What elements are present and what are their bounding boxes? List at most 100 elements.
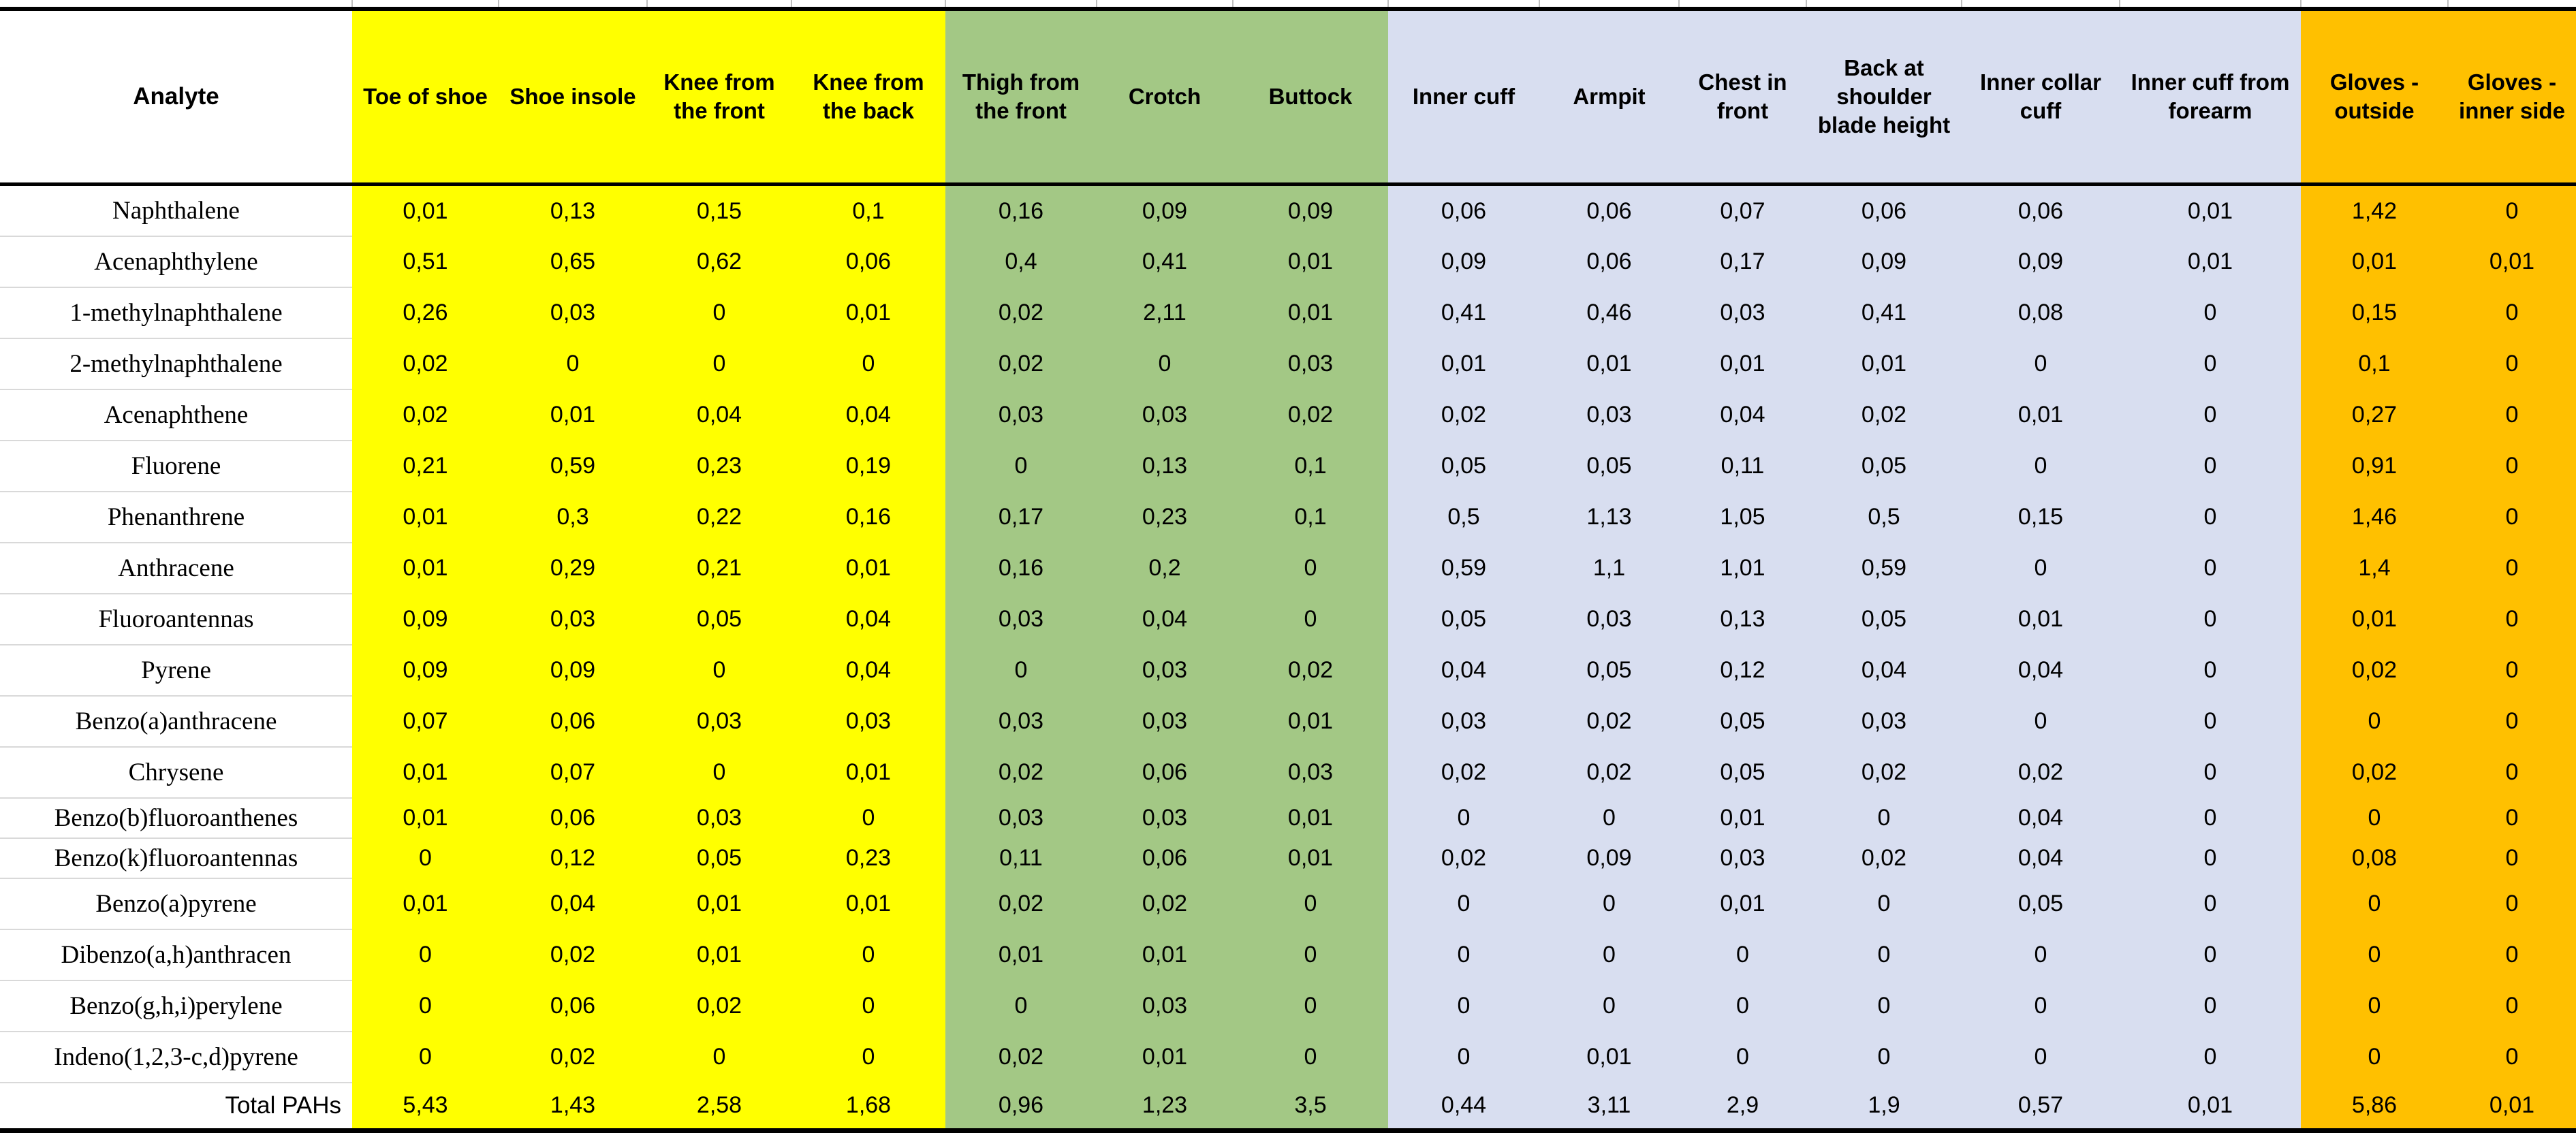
value-cell: 0,12 xyxy=(499,838,647,878)
value-cell: 0,03 xyxy=(1097,980,1233,1032)
value-cell: 0,09 xyxy=(1962,236,2120,287)
value-cell: 0,01 xyxy=(945,929,1097,980)
value-cell: 0 xyxy=(1962,338,2120,389)
value-cell: 0 xyxy=(2448,696,2576,747)
value-cell: 0,59 xyxy=(499,441,647,492)
value-cell: 0,01 xyxy=(1679,798,1806,838)
header-row: Analyte Toe of shoe Shoe insole Knee from t… xyxy=(0,9,2576,185)
value-cell: 0,02 xyxy=(499,929,647,980)
value-cell: 0,02 xyxy=(945,287,1097,338)
value-cell: 0,13 xyxy=(1097,441,1233,492)
analyte-cell: Indeno(1,2,3-c,d)pyrene xyxy=(0,1032,352,1083)
value-cell: 0,01 xyxy=(791,287,945,338)
value-cell: 0,02 xyxy=(647,980,791,1032)
value-cell: 0,91 xyxy=(2301,441,2448,492)
value-cell: 1,05 xyxy=(1679,492,1806,543)
value-cell: 0,01 xyxy=(1539,338,1679,389)
value-cell: 0,09 xyxy=(1539,838,1679,878)
value-cell: 0,03 xyxy=(1679,838,1806,878)
analyte-cell: 2-methylnaphthalene xyxy=(0,338,352,390)
value-cell: 0 xyxy=(2448,441,2576,492)
value-cell: 0 xyxy=(2120,798,2301,838)
total-value-cell: 3,11 xyxy=(1539,1083,1679,1131)
value-cell: 0,17 xyxy=(1679,236,1806,287)
total-value-cell: 2,9 xyxy=(1679,1083,1806,1131)
value-cell: 0,04 xyxy=(1097,594,1233,645)
value-cell: 0,04 xyxy=(791,645,945,696)
table-header: Analyte Toe of shoe Shoe insole Knee from t… xyxy=(0,9,2576,185)
value-cell: 0,02 xyxy=(1233,389,1388,441)
value-cell: 0 xyxy=(1962,696,2120,747)
value-cell: 0,09 xyxy=(1233,184,1388,236)
value-cell: 0,09 xyxy=(352,594,499,645)
value-cell: 0,21 xyxy=(647,543,791,594)
value-cell: 0,22 xyxy=(647,492,791,543)
value-cell: 0,05 xyxy=(1679,696,1806,747)
value-cell: 0,51 xyxy=(352,236,499,287)
value-cell: 0,1 xyxy=(2301,338,2448,389)
value-cell: 0,27 xyxy=(2301,389,2448,441)
value-cell: 0 xyxy=(1806,878,1962,929)
value-cell: 0,03 xyxy=(791,696,945,747)
value-cell: 0,02 xyxy=(1539,696,1679,747)
value-cell: 0,04 xyxy=(1806,645,1962,696)
value-cell: 0,3 xyxy=(499,492,647,543)
value-cell: 1,4 xyxy=(2301,543,2448,594)
value-cell: 0,01 xyxy=(2120,236,2301,287)
column-header: Armpit xyxy=(1539,9,1679,185)
value-cell: 0,4 xyxy=(945,236,1097,287)
value-cell: 0,41 xyxy=(1097,236,1233,287)
analyte-cell: 1-methylnaphthalene xyxy=(0,287,352,339)
value-cell: 0 xyxy=(791,929,945,980)
column-header: Crotch xyxy=(1097,9,1233,185)
gridline-tick xyxy=(791,0,792,7)
value-cell: 0,16 xyxy=(945,543,1097,594)
value-cell: 0,01 xyxy=(1962,389,2120,441)
value-cell: 0,17 xyxy=(945,492,1097,543)
total-value-cell: 1,9 xyxy=(1806,1083,1962,1131)
value-cell: 0,06 xyxy=(1806,184,1962,236)
total-value-cell: 0,96 xyxy=(945,1083,1097,1131)
table-body: Naphthalene 0,01 0,13 0,15 0,1 0,16 0,09 0,09 0,… xyxy=(0,184,2576,1131)
value-cell: 0,05 xyxy=(1388,594,1539,645)
value-cell: 0 xyxy=(2448,878,2576,929)
value-cell: 1,13 xyxy=(1539,492,1679,543)
value-cell: 0,07 xyxy=(499,747,647,798)
value-cell: 0,01 xyxy=(352,184,499,236)
value-cell: 0,62 xyxy=(647,236,791,287)
value-cell: 0,06 xyxy=(499,696,647,747)
value-cell: 0,05 xyxy=(1539,441,1679,492)
total-value-cell: 0,57 xyxy=(1962,1083,2120,1131)
value-cell: 0,26 xyxy=(352,287,499,338)
value-cell: 0,41 xyxy=(1388,287,1539,338)
value-cell: 0,01 xyxy=(791,543,945,594)
value-cell: 0 xyxy=(2448,838,2576,878)
value-cell: 0 xyxy=(647,747,791,798)
gridline-ticks xyxy=(0,0,2576,7)
value-cell: 0,03 xyxy=(1233,747,1388,798)
value-cell: 0,01 xyxy=(499,389,647,441)
column-header: Toe of shoe xyxy=(352,9,499,185)
value-cell: 0,03 xyxy=(1097,798,1233,838)
table-row: Anthracene 0,01 0,29 0,21 0,01 0,16 0,2 0 0,59 1,… xyxy=(0,543,2576,594)
total-value-cell: 0,01 xyxy=(2448,1083,2576,1131)
value-cell: 0 xyxy=(1679,1032,1806,1083)
value-cell: 1,1 xyxy=(1539,543,1679,594)
value-cell: 1,42 xyxy=(2301,184,2448,236)
value-cell: 0,03 xyxy=(945,389,1097,441)
value-cell: 0 xyxy=(2301,929,2448,980)
value-cell: 0 xyxy=(352,838,499,878)
value-cell: 0 xyxy=(647,1032,791,1083)
value-cell: 0 xyxy=(945,645,1097,696)
value-cell: 0,01 xyxy=(352,492,499,543)
value-cell: 0,5 xyxy=(1806,492,1962,543)
value-cell: 0,01 xyxy=(352,747,499,798)
value-cell: 0,03 xyxy=(945,798,1097,838)
value-cell: 0 xyxy=(1233,543,1388,594)
table-row: Benzo(a)pyrene 0,01 0,04 0,01 0,01 0,02 0,02 0 0… xyxy=(0,878,2576,930)
value-cell: 0 xyxy=(352,980,499,1032)
column-header: Shoe insole xyxy=(499,9,647,185)
value-cell: 0 xyxy=(2448,184,2576,236)
value-cell: 0,03 xyxy=(1539,594,1679,645)
table-row: Acenaphthene 0,02 0,01 0,04 0,04 0,03 0,03 0,02… xyxy=(0,389,2576,441)
